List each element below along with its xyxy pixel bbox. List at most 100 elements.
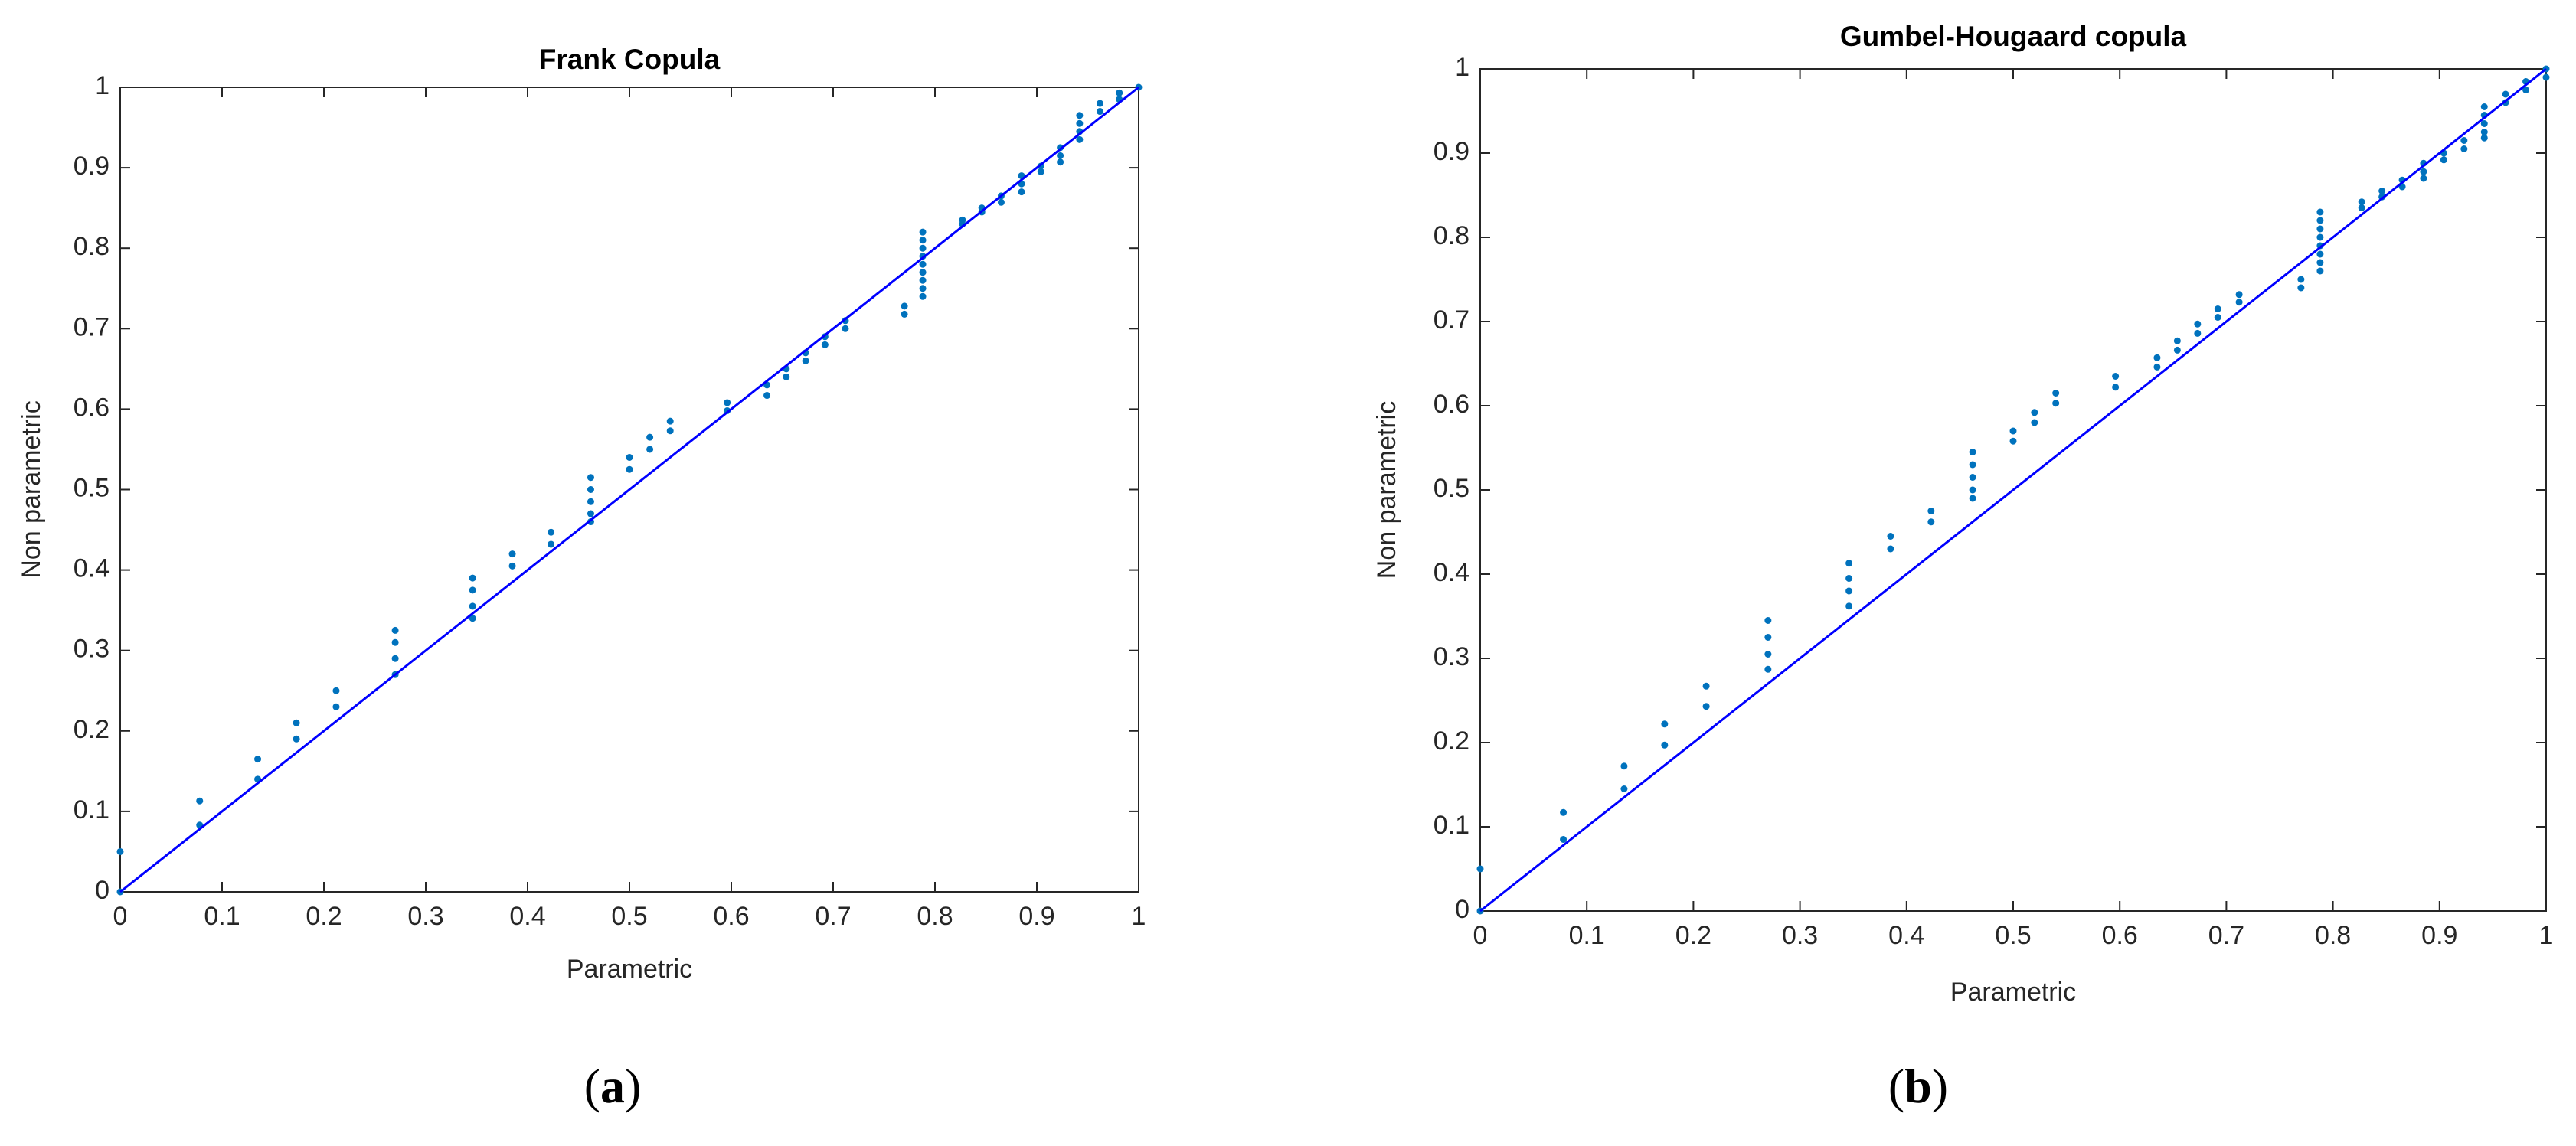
point — [1764, 634, 1772, 641]
point — [2214, 305, 2221, 312]
point — [2316, 225, 2324, 233]
x-tick-label: 0.9 — [1018, 902, 1054, 931]
point — [1702, 703, 1710, 710]
point — [1927, 518, 1935, 526]
point — [2173, 337, 2181, 344]
point — [1076, 119, 1084, 127]
point — [2173, 346, 2181, 354]
point — [469, 615, 476, 622]
point — [1096, 108, 1103, 116]
point — [2440, 156, 2447, 164]
point — [2194, 320, 2202, 328]
point — [646, 446, 654, 453]
point — [2316, 250, 2324, 258]
point — [2316, 259, 2324, 266]
x-tick-label: 0.9 — [2421, 921, 2457, 950]
point — [1057, 158, 1064, 166]
y-axis-label: Non parametric — [17, 400, 46, 578]
y-tick-label: 0.8 — [74, 232, 110, 261]
point — [919, 285, 927, 292]
point — [646, 433, 654, 441]
point — [2480, 134, 2488, 142]
point — [821, 341, 829, 348]
point — [332, 703, 340, 710]
point — [469, 586, 476, 594]
point — [2420, 168, 2427, 175]
x-tick-label: 0.8 — [917, 902, 953, 931]
point — [1927, 508, 1935, 514]
x-tick-label: 0.2 — [1675, 921, 1711, 950]
point — [1116, 89, 1123, 96]
point — [1969, 474, 1976, 481]
y-tick-label: 1 — [95, 71, 110, 100]
point — [587, 498, 594, 505]
point — [293, 735, 300, 743]
point — [1620, 762, 1628, 770]
point — [2153, 354, 2161, 361]
x-tick-label: 0.3 — [407, 902, 443, 931]
point — [1076, 135, 1084, 143]
y-tick-label: 0.3 — [1433, 642, 1469, 671]
point — [842, 325, 849, 332]
point — [1764, 617, 1772, 624]
x-tick-label: 0.7 — [2208, 921, 2244, 950]
point — [2316, 208, 2324, 216]
point — [666, 417, 674, 425]
x-tick-label: 0.1 — [204, 902, 240, 931]
x-tick-label: 0.4 — [509, 902, 545, 931]
x-axis-label: Parametric — [1950, 978, 2076, 1007]
point — [919, 244, 927, 252]
y-tick-label: 0.8 — [1433, 221, 1469, 250]
point — [508, 550, 516, 558]
point — [2214, 314, 2221, 321]
y-tick-label: 0.3 — [74, 635, 110, 664]
point — [469, 602, 476, 610]
y-tick-label: 0.7 — [74, 312, 110, 341]
panel-label: (a) — [584, 1059, 642, 1113]
y-axis-label: Non parametric — [1372, 401, 1401, 579]
point — [1845, 587, 1853, 595]
point — [2031, 419, 2038, 426]
y-tick-label: 0.4 — [74, 554, 110, 583]
y-tick-label: 1 — [1455, 53, 1469, 82]
panel-label: (b) — [1888, 1059, 1948, 1113]
point — [1764, 651, 1772, 658]
point — [802, 357, 809, 364]
point — [391, 655, 399, 662]
point — [919, 237, 927, 244]
point — [2358, 198, 2365, 206]
point — [2194, 329, 2202, 337]
point — [2316, 233, 2324, 241]
point — [2031, 409, 2038, 416]
x-tick-label: 1 — [1132, 902, 1146, 931]
x-tick-label: 0.6 — [2102, 921, 2138, 950]
point — [1476, 865, 1484, 873]
y-tick-label: 0.6 — [74, 393, 110, 422]
point — [2009, 437, 2017, 445]
point — [2297, 284, 2305, 292]
point — [1560, 836, 1568, 843]
point — [293, 719, 300, 726]
y-tick-label: 0.7 — [1433, 305, 1469, 335]
y-tick-label: 0.1 — [74, 795, 110, 824]
point — [919, 260, 927, 268]
point — [724, 399, 731, 406]
point — [2297, 276, 2305, 283]
x-tick-label: 0.5 — [1995, 921, 2031, 950]
point — [2460, 137, 2468, 144]
point — [901, 302, 908, 310]
point — [1560, 808, 1568, 816]
point — [587, 474, 594, 482]
point — [1037, 168, 1044, 175]
y-tick-label: 0.5 — [1433, 474, 1469, 503]
point — [1702, 682, 1710, 690]
x-tick-label: 0.7 — [815, 902, 851, 931]
panel-label-open: ( — [1888, 1059, 1904, 1113]
point — [666, 427, 674, 435]
point — [391, 638, 399, 646]
x-tick-label: 0.5 — [611, 902, 647, 931]
point — [2522, 87, 2530, 93]
point — [1969, 461, 1976, 469]
point — [2235, 299, 2243, 306]
point — [548, 540, 555, 548]
